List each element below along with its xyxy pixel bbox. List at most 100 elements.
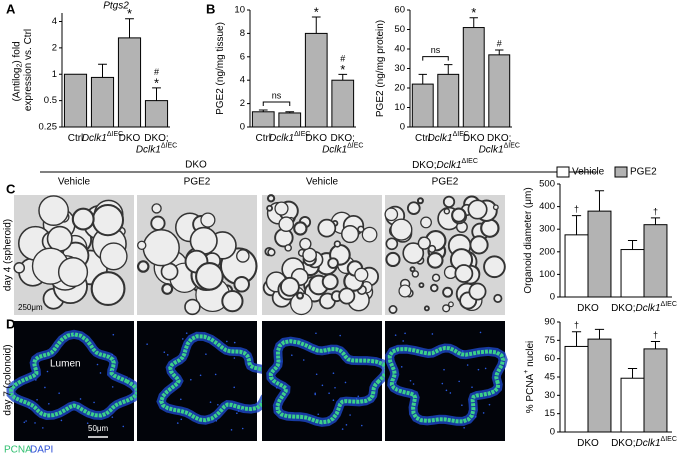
nucleus [344,381,347,384]
error-bar [285,111,295,113]
nucleus [474,415,477,418]
y-tick-label: 0 [550,292,555,303]
nucleus [278,367,281,369]
spheroid [442,304,451,313]
nucleus [302,359,305,361]
nucleus [60,419,63,422]
spheroid [385,237,399,251]
spheroid [142,229,180,267]
spheroid [357,225,365,233]
chart-title: Ptgs2 [103,1,129,12]
bar [331,79,355,128]
nucleus [463,426,465,429]
nucleus [86,422,89,425]
nucleus [209,401,212,403]
nucleus [397,387,399,390]
y-tick-label: 400 [539,201,555,212]
significance-mark: * [471,5,476,20]
nucleus [233,341,236,344]
significance-mark: # [497,38,502,48]
y-tick-label: 1 [52,69,57,80]
spheroid [13,262,26,274]
error-bar [311,16,321,34]
spheroid [236,249,250,263]
panel-label: D [6,316,15,331]
bar [564,345,589,433]
x-tick-label: DKO [577,438,599,449]
nucleus [44,386,46,389]
panel-label: A [6,1,16,16]
nucleus [241,427,244,430]
spheroid [333,240,342,248]
nucleus [146,343,148,345]
spheroid [99,242,128,271]
legend-swatch [614,166,628,178]
micrographs [6,194,508,441]
epithelium-pcna [387,345,506,424]
y-tick-label: 75 [544,335,555,346]
bar [144,100,169,128]
nucleus [357,395,360,398]
spheroid [492,204,499,211]
error-bar [152,87,161,101]
spheroid [451,207,467,223]
row-label: day 7 (colonoid) [3,344,14,415]
error-bar [444,64,453,75]
bar [643,224,668,298]
x-tick-label: Dclk1ΔIEC [269,131,310,143]
nucleus [205,353,207,355]
error-bar [627,367,638,379]
nucleus [35,379,37,381]
spheroid [317,218,337,238]
nucleus [334,386,336,389]
nucleus [328,392,330,395]
bar [620,377,645,433]
nucleus [461,404,463,407]
nucleus [431,333,434,335]
bar [462,27,485,128]
spheroid [321,273,339,291]
spheroid [221,290,244,313]
y-tick-label: 90 [544,317,555,328]
spheroid [467,199,488,220]
spheroid [388,305,398,314]
y-tick-label: 50 [394,24,405,35]
nucleus [471,386,473,389]
nucleus [482,412,485,414]
error-bar [98,63,107,78]
nucleus [111,353,114,356]
nucleus [58,392,60,394]
nucleus [314,393,317,396]
nucleus [236,412,238,415]
nucleus [332,399,335,402]
spheroid [406,201,421,215]
y-tick-label: 0.25 [39,122,58,133]
scale-bar-label: 250μm [18,303,43,312]
x-tick-label: DKO;Dclk1ΔIEC [479,133,520,156]
spheroid [274,201,289,216]
panel-label: B [206,1,215,16]
nucleus [181,338,184,340]
error-bar [650,217,661,225]
bar [620,249,645,298]
spheroid [354,267,369,282]
nucleus [28,407,31,409]
nucleus [279,360,282,363]
y-axis-label: Organoid diameter (μm) [523,187,534,293]
significance-mark: † [574,204,579,214]
spheroid [327,257,339,269]
y-axis-label: % PCNA+ nuclei [523,341,535,413]
bar [587,210,612,298]
y-tick-label: 45 [544,372,555,383]
x-tick-label: Dclk1ΔIEC [82,131,123,143]
y-tick-label: 300 [539,224,555,235]
nucleus [409,379,412,382]
nucleus [217,404,219,406]
spheroid [284,244,292,252]
nucleus [327,352,330,354]
spheroid [430,283,439,293]
bracket [422,56,449,61]
significance-mark: † [574,320,579,330]
bar [90,76,115,128]
error-bar [594,328,605,340]
